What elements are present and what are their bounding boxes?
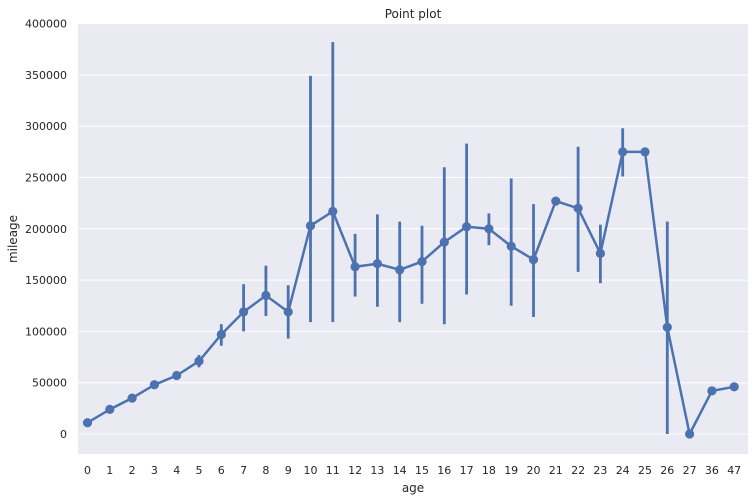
data-point [462, 222, 472, 232]
data-point [729, 382, 739, 392]
data-point [172, 370, 182, 381]
y-tick-labels: 0 50000 100000 150000 200000 250000 300000 3500… [25, 18, 67, 441]
data-point [328, 206, 338, 216]
x-tick-label: 13 [370, 464, 384, 477]
data-point [618, 147, 628, 157]
data-point [551, 196, 561, 206]
x-tick-labels: 0 1 2 3 4 5 6 7 8 9 10 11 12 13 14 15 16 17 18 19 20 21 22 23 24… [84, 464, 741, 477]
series-points [82, 147, 739, 439]
data-point [305, 221, 316, 231]
x-tick-label: 16 [437, 464, 451, 477]
data-point [573, 203, 583, 213]
data-point [239, 307, 249, 317]
x-tick-label: 4 [173, 464, 180, 477]
x-tick-label: 10 [304, 464, 318, 477]
x-tick-label: 22 [571, 464, 585, 477]
x-tick-label: 24 [616, 464, 630, 477]
x-tick-label: 21 [549, 464, 563, 477]
x-tick-label: 27 [683, 464, 697, 477]
x-tick-label: 18 [482, 464, 496, 477]
data-point [261, 290, 271, 301]
y-tick-label: 0 [60, 428, 67, 441]
x-tick-label: 25 [638, 464, 652, 477]
x-tick-label: 23 [593, 464, 607, 477]
x-tick-label: 36 [705, 464, 719, 477]
x-tick-label: 3 [151, 464, 158, 477]
data-point [685, 429, 695, 439]
x-tick-label: 8 [262, 464, 269, 477]
x-tick-label: 15 [415, 464, 429, 477]
data-point [417, 257, 427, 267]
x-tick-label: 19 [504, 464, 518, 477]
data-point [372, 259, 382, 269]
y-tick-label: 300000 [25, 120, 67, 133]
gridlines [78, 23, 748, 435]
y-tick-label: 100000 [25, 325, 67, 338]
x-tick-label: 12 [348, 464, 362, 477]
x-tick-label: 47 [727, 464, 741, 477]
x-tick-label: 0 [84, 464, 91, 477]
chart-title: Point plot [385, 7, 442, 21]
data-point [439, 237, 449, 247]
x-axis-label: age [402, 481, 424, 495]
y-tick-label: 50000 [32, 377, 67, 390]
data-point [105, 404, 115, 414]
data-point [194, 356, 204, 366]
x-tick-label: 5 [196, 464, 203, 477]
y-axis-label: mileage [6, 215, 20, 263]
data-point [395, 265, 405, 275]
data-point [640, 147, 650, 157]
x-tick-label: 14 [393, 464, 407, 477]
data-point [707, 386, 717, 396]
x-tick-label: 26 [660, 464, 674, 477]
data-point [82, 418, 93, 428]
plot-background [78, 24, 748, 454]
data-point [528, 254, 539, 265]
data-point [216, 329, 226, 340]
data-point [595, 248, 606, 259]
data-point [506, 241, 516, 251]
x-tick-label: 2 [129, 464, 136, 477]
x-tick-label: 17 [460, 464, 474, 477]
data-point [127, 393, 137, 403]
x-tick-label: 6 [218, 464, 225, 477]
x-tick-label: 7 [240, 464, 247, 477]
y-tick-label: 400000 [25, 18, 67, 31]
x-tick-label: 9 [285, 464, 292, 477]
y-tick-label: 150000 [25, 274, 67, 287]
data-point [283, 307, 293, 317]
data-point [350, 262, 360, 272]
y-tick-label: 350000 [25, 69, 67, 82]
x-tick-label: 1 [106, 464, 113, 477]
data-point [484, 224, 494, 234]
data-point [149, 380, 159, 390]
x-tick-label: 11 [326, 464, 340, 477]
data-point [662, 322, 672, 332]
y-tick-label: 200000 [25, 223, 67, 236]
x-tick-label: 20 [527, 464, 541, 477]
y-tick-label: 250000 [25, 172, 67, 185]
